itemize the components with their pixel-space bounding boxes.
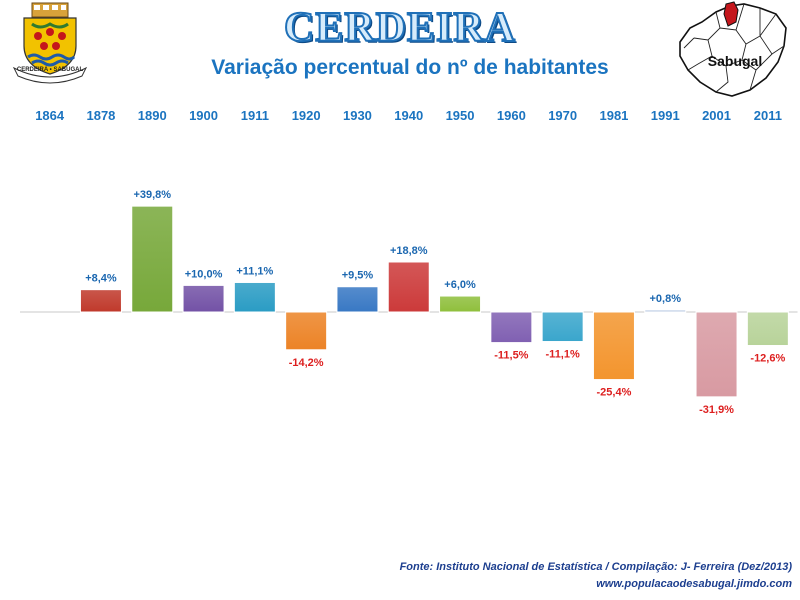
x-tick-label: 1878 <box>86 108 115 123</box>
crest-text: CERDEIRA • SABUGAL <box>16 67 84 73</box>
source-note: Fonte: Instituto Nacional de Estatística… <box>399 561 792 573</box>
bar <box>233 281 276 313</box>
chart-subtitle: Variação percentual do nº de habitantes <box>211 56 609 79</box>
data-label: -12,6% <box>750 353 785 365</box>
bar <box>182 284 225 313</box>
bar <box>439 295 482 313</box>
data-label: +18,8% <box>390 245 428 257</box>
data-label: +6,0% <box>444 279 476 291</box>
page-title: CERDEIRA <box>283 4 517 52</box>
bar <box>285 311 328 351</box>
x-tick-label: 1920 <box>292 108 321 123</box>
bar <box>746 311 789 347</box>
data-label: -14,2% <box>289 357 324 369</box>
website-link[interactable]: www.populacaodesabugal.jimdo.com <box>596 578 792 590</box>
data-label: -11,1% <box>546 349 580 361</box>
bar <box>131 205 174 313</box>
x-tick-label: 2001 <box>702 108 731 123</box>
x-tick-label: 1940 <box>394 108 423 123</box>
data-label: +8,4% <box>85 273 117 285</box>
bar <box>541 311 584 343</box>
x-tick-label: 1911 <box>241 108 269 123</box>
x-tick-label: 1981 <box>599 108 628 123</box>
data-label: +10,0% <box>185 268 223 280</box>
data-label: -11,5% <box>494 350 528 362</box>
map-icon <box>679 1 787 97</box>
bar <box>592 311 635 381</box>
data-label: +0,8% <box>650 293 682 305</box>
x-tick-label: 1900 <box>189 108 218 123</box>
bar <box>387 261 430 313</box>
x-tick-label: 1930 <box>343 108 372 123</box>
x-tick-label: 2011 <box>754 108 782 123</box>
bar <box>79 289 122 313</box>
x-tick-label: 1970 <box>548 108 577 123</box>
data-label: -31,9% <box>699 404 734 416</box>
bar <box>695 311 738 398</box>
data-label: +39,8% <box>133 189 171 201</box>
data-label: -25,4% <box>597 387 632 399</box>
bar <box>336 286 379 313</box>
data-label: +11,1% <box>236 265 273 277</box>
data-label: +9,5% <box>342 270 374 282</box>
bar <box>644 309 687 313</box>
crest-icon <box>12 2 88 84</box>
map-label: Sabugal <box>707 53 763 69</box>
x-tick-label: 1991 <box>651 108 680 123</box>
x-tick-label: 1890 <box>138 108 167 123</box>
x-tick-label: 1960 <box>497 108 526 123</box>
bar <box>490 311 533 344</box>
x-tick-label: 1950 <box>446 108 475 123</box>
x-tick-label: 1864 <box>35 108 65 123</box>
